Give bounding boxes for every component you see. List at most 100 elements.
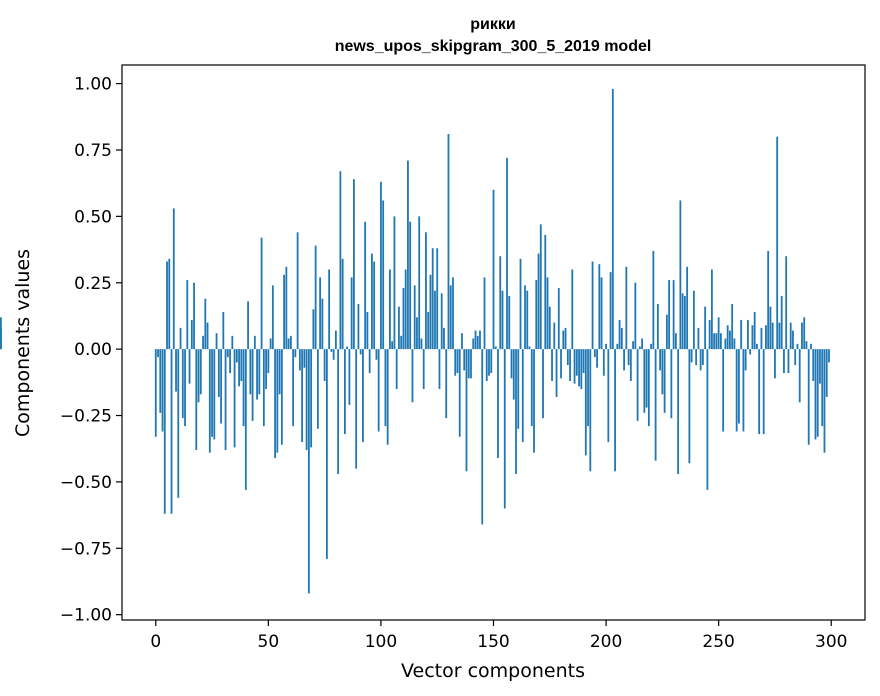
bar [181,349,184,419]
bar [620,327,623,350]
bar [265,349,267,389]
bar [548,306,551,350]
bar [515,349,517,474]
bar [722,349,725,432]
plot-frame [121,64,866,621]
y-axis-label: Components values [12,249,34,437]
bar [614,349,616,472]
bar [546,277,549,350]
bar [278,349,281,395]
bar [334,330,337,350]
bar [251,349,254,421]
bar [751,325,754,350]
bar [769,306,772,350]
bar [690,349,693,363]
bar [708,319,711,350]
bar [179,327,182,350]
bar [386,349,389,445]
bar [566,349,569,366]
bar [355,349,358,469]
bar [512,349,515,400]
bar [571,269,574,350]
bar [289,335,292,350]
bar [526,290,529,350]
bar [494,346,497,350]
bar [224,349,227,451]
bar [598,264,601,350]
bar [783,349,785,374]
bar [413,285,416,350]
bar [168,258,171,350]
bar [332,349,335,360]
bar [220,349,222,424]
bar [242,349,245,427]
bar [217,349,220,397]
bar [524,285,526,350]
y-tick-label: 0.25 [74,274,112,294]
bar [172,208,175,350]
bar [420,338,423,350]
bar [704,306,707,350]
bar [805,341,808,350]
bar [692,290,695,350]
bar [681,293,684,350]
bar [170,349,173,514]
bar [569,349,571,382]
bar [226,349,229,358]
bar [247,301,249,350]
bar [323,349,326,382]
bar [458,349,461,437]
bar [729,330,731,350]
bar [341,258,344,350]
bar [618,319,621,350]
bar [393,216,396,350]
bar [528,346,531,350]
bar [645,349,648,408]
bar [285,266,288,350]
bar [600,277,603,350]
bar [371,253,373,350]
bar [177,349,180,498]
bar [402,288,405,350]
bar [521,349,524,443]
bar [636,349,639,421]
bar [555,349,558,397]
bar [677,349,680,474]
bar [452,277,454,350]
bar [825,349,828,397]
bar [229,349,231,374]
bar [553,322,556,350]
bar [519,258,522,350]
bar [488,349,490,376]
chart-title: рикки [470,16,515,33]
bar [456,349,459,374]
y-tick-label: −0.25 [60,407,112,427]
bar [287,338,290,350]
y-tick-label: 0.50 [74,207,112,227]
bar [625,266,628,350]
bar [391,341,394,350]
bar [591,261,594,350]
bar [807,349,810,445]
bar [296,232,299,350]
bar [154,349,157,437]
bar [0,317,2,350]
y-tick-label: 1.00 [74,75,112,95]
bar [508,296,511,350]
bar [362,349,364,443]
bar [650,343,653,350]
bar [476,335,479,350]
bar [294,349,297,358]
bar [819,349,821,384]
bar [467,349,470,379]
bar [602,349,605,376]
x-axis-ticks: 0 50 100 150 200 250 300 [150,620,847,652]
bar [659,349,662,371]
x-tick-label: 50 [258,632,280,652]
bar [611,88,614,350]
bar [733,338,736,350]
bar [778,322,781,350]
bar [533,349,535,453]
bar [485,349,488,382]
